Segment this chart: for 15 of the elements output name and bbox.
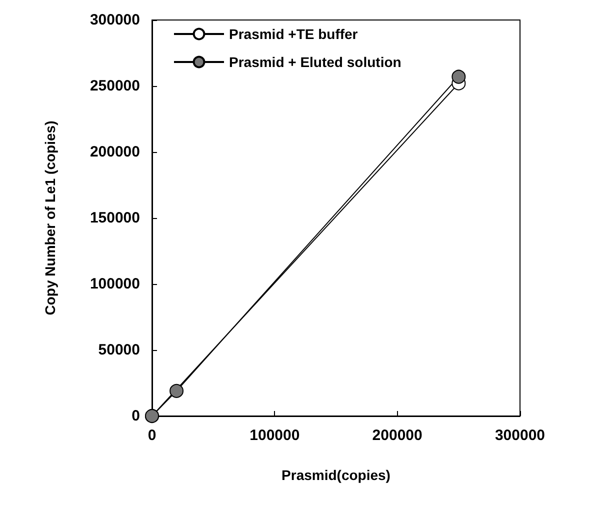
- y-axis-title: Copy Number of Le1 (copies): [42, 120, 58, 316]
- x-tick-label: 100000: [250, 427, 300, 444]
- y-tick-label: 150000: [90, 210, 140, 226]
- y-tick-label: 200000: [90, 144, 140, 160]
- y-tick-label: 50000: [98, 342, 140, 358]
- x-tick-label: 0: [148, 427, 156, 444]
- y-tick-label: 300000: [90, 12, 140, 28]
- y-tick-label: 0: [132, 408, 140, 424]
- y-tick-label: 250000: [90, 78, 140, 94]
- y-tick-label: 100000: [90, 276, 140, 292]
- x-tick-label: 200000: [372, 427, 422, 444]
- legend-label: Prasmid +TE buffer: [229, 26, 358, 42]
- legend-label: Prasmid + Eluted solution: [229, 54, 402, 70]
- x-tick-label: 300000: [494, 427, 546, 444]
- x-axis-title: Prasmid(copies): [282, 467, 390, 483]
